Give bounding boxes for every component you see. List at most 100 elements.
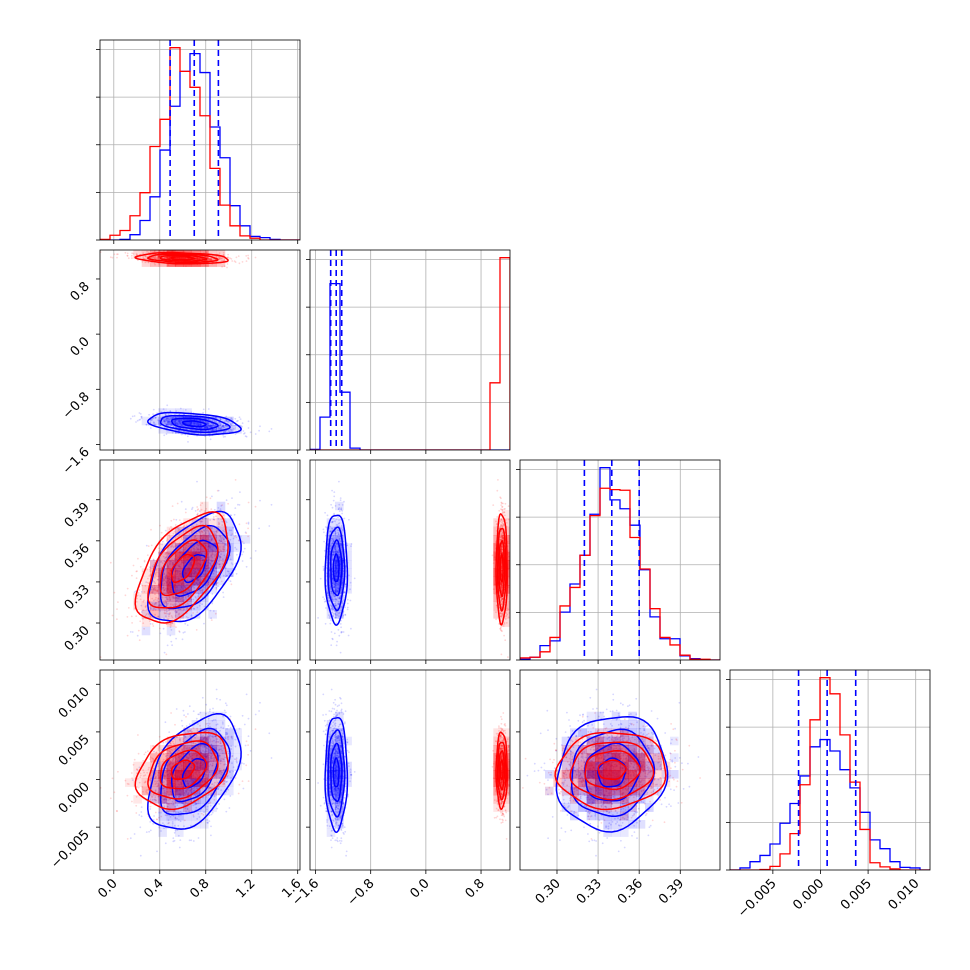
scatter-point — [331, 521, 333, 524]
scatter-point — [160, 548, 163, 551]
scatter-point — [157, 586, 160, 589]
scatter-point — [199, 534, 202, 537]
scatter-point — [172, 596, 175, 599]
scatter-point — [197, 547, 199, 550]
scatter-point — [338, 519, 340, 521]
contour-level-2 — [147, 524, 219, 609]
scatter-point — [245, 565, 248, 568]
scatter-point — [138, 589, 141, 591]
scatter-point — [130, 615, 133, 618]
scatter-point — [203, 535, 206, 537]
scatter-point — [217, 427, 220, 429]
scatter-point — [341, 631, 343, 633]
scatter-point — [189, 431, 192, 434]
scatter-point — [209, 424, 212, 426]
scatter-point — [160, 560, 163, 563]
scatter-point — [218, 534, 221, 537]
density-cell — [208, 526, 217, 536]
scatter-point — [173, 530, 176, 533]
scatter-point — [208, 426, 211, 428]
scatter-point — [163, 420, 166, 423]
scatter-point — [335, 550, 338, 552]
scatter-point — [220, 505, 223, 507]
scatter-point — [222, 548, 225, 551]
density-cell — [175, 560, 184, 569]
scatter-point — [337, 508, 340, 511]
scatter-point — [165, 601, 167, 604]
grid-lines — [113, 460, 299, 660]
scatter-point — [142, 622, 145, 625]
scatter-point — [211, 552, 214, 555]
scatter-point — [334, 609, 336, 612]
scatter-point — [143, 627, 146, 630]
scatter-point — [208, 530, 210, 533]
scatter-point — [191, 508, 193, 511]
scatter-point — [168, 552, 171, 555]
density-cell — [175, 593, 184, 602]
scatter-point — [326, 514, 329, 517]
scatter-point — [202, 581, 205, 584]
contour-level-0 — [170, 256, 196, 261]
scatter-point — [205, 251, 208, 254]
scatter-point — [329, 587, 332, 589]
scatter-point — [204, 509, 207, 512]
scatter-point — [326, 592, 329, 595]
scatter-point — [223, 548, 226, 551]
scatter-point — [116, 618, 118, 621]
scatter-point — [338, 612, 341, 614]
scatter-point — [226, 425, 228, 428]
scatter-point — [244, 435, 247, 437]
scatter-point — [127, 607, 130, 609]
scatter-point — [224, 435, 227, 438]
scatter-point — [153, 580, 156, 583]
scatter-point — [166, 644, 169, 647]
scatter-point — [133, 415, 136, 417]
scatter-point — [187, 594, 190, 597]
scatter-point — [206, 548, 209, 551]
scatter-point — [346, 602, 349, 605]
scatter-point — [149, 566, 152, 569]
scatter-point — [230, 583, 233, 586]
density-cell — [216, 425, 226, 434]
scatter-point — [245, 532, 248, 535]
contour-level-1 — [170, 417, 219, 431]
scatter-point — [338, 525, 340, 527]
density-cell — [191, 551, 201, 561]
scatter-point — [147, 251, 150, 254]
scatter-point — [214, 555, 216, 557]
scatter-point — [165, 418, 168, 421]
scatter-point — [245, 255, 248, 257]
density-cell — [166, 543, 176, 552]
scatter-point — [330, 594, 333, 596]
scatter-point — [163, 578, 165, 581]
scatter-point — [168, 612, 171, 615]
scatter-point — [189, 594, 192, 597]
density-cell — [175, 560, 184, 569]
contour-level-1 — [170, 539, 219, 597]
scatter-point — [202, 408, 205, 411]
scatter-point — [205, 578, 208, 581]
scatter-point — [201, 583, 204, 585]
scatter-point — [225, 575, 227, 578]
scatter-point — [149, 570, 152, 572]
scatter-point — [329, 604, 332, 606]
scatter-point — [213, 519, 216, 521]
scatter-point — [209, 425, 211, 428]
scatter-point — [182, 596, 184, 598]
scatter-point — [226, 420, 229, 423]
scatter-point — [336, 611, 338, 613]
density-cell — [175, 551, 184, 561]
scatter-point — [334, 533, 337, 536]
scatter-point — [332, 499, 335, 502]
scatter-point — [146, 581, 149, 584]
scatter-point — [162, 579, 165, 582]
contours-series-1 — [134, 511, 229, 624]
scatter-point — [201, 531, 204, 534]
scatter-point — [209, 562, 211, 565]
scatter-point — [329, 588, 332, 590]
scatter-point — [179, 566, 182, 569]
scatter-point — [158, 421, 161, 423]
scatter-point — [270, 503, 273, 506]
scatter-point — [218, 522, 221, 525]
scatter-point — [234, 417, 237, 420]
